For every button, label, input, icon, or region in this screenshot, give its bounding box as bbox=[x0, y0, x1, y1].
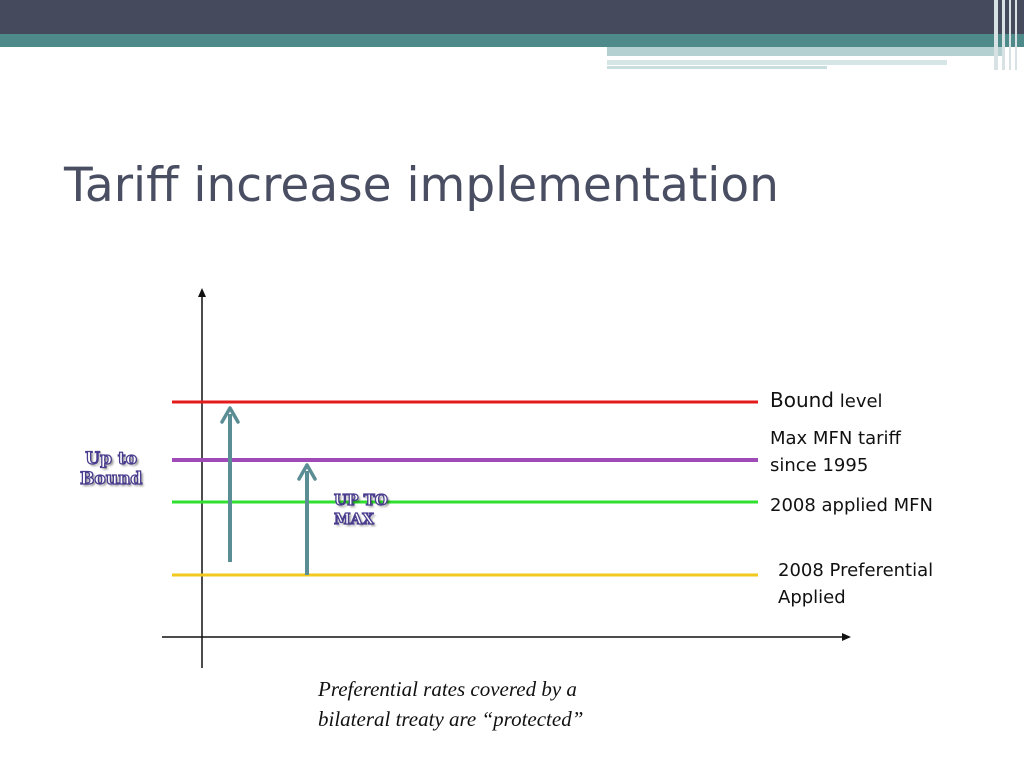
up-to-bound-label-line2: Bound bbox=[79, 468, 143, 489]
header-stripe bbox=[1002, 0, 1005, 70]
preferential-label: 2008 Preferential Applied bbox=[778, 557, 933, 611]
header-band-teal bbox=[0, 34, 1024, 47]
bound-label-suffix: level bbox=[839, 391, 883, 412]
header-accent-bar-thinner bbox=[607, 66, 827, 69]
header-stripe bbox=[1015, 0, 1017, 70]
bound-label-main: Bound bbox=[770, 388, 835, 412]
max-mfn-label-line2: since 1995 bbox=[770, 455, 869, 476]
max-mfn-label: Max MFN tariff since 1995 bbox=[770, 425, 901, 479]
header-stripe bbox=[1009, 0, 1011, 70]
preferential-label-line2: Applied bbox=[778, 587, 846, 608]
header-accent-bar bbox=[607, 47, 1002, 56]
slide-title: Tariff increase implementation bbox=[64, 158, 779, 213]
up-to-max-label-line1: UP TO bbox=[333, 490, 388, 509]
bound-level-label: Bound level bbox=[770, 387, 883, 415]
preferential-label-line1: 2008 Preferential bbox=[778, 560, 934, 581]
applied-mfn-label: 2008 applied MFN bbox=[770, 495, 933, 516]
up-to-max-label-line2: MAX bbox=[333, 509, 374, 528]
max-mfn-label-line1: Max MFN tariff bbox=[770, 428, 901, 449]
up-to-bound-label: Up to Bound bbox=[79, 448, 143, 489]
header-band-dark bbox=[0, 0, 1024, 34]
caption: Preferential rates covered by a bilatera… bbox=[318, 674, 583, 734]
header-accent-bar-thin bbox=[607, 60, 947, 65]
up-to-bound-label-line1: Up to bbox=[85, 448, 138, 469]
caption-line1: Preferential rates covered by a bbox=[318, 677, 577, 701]
caption-line2: bilateral treaty are “protected” bbox=[318, 707, 584, 731]
up-to-max-label: UP TO MAX bbox=[333, 490, 388, 529]
header-stripe bbox=[994, 0, 998, 70]
